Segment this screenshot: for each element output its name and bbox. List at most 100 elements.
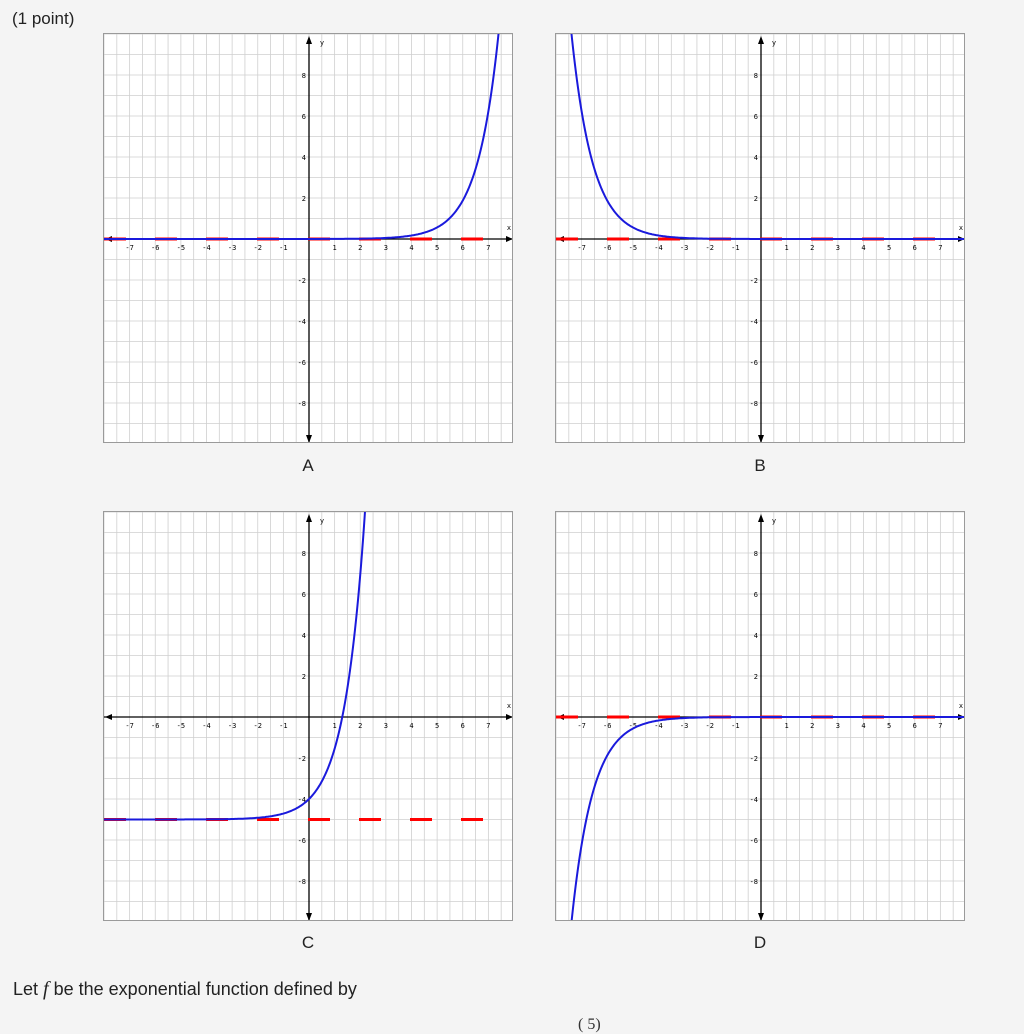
graph-a[interactable]: -7 -6 -5 -4 -3 -2 -1 1 2 3 4 5 6 7 8 6 4 2 -2 -4 -6 -8 x y xyxy=(103,33,513,443)
x-tick-label: -6 xyxy=(151,722,159,730)
y-tick-label: -8 xyxy=(750,400,758,408)
x-tick-label: 4 xyxy=(409,244,413,252)
x-tick-label: 3 xyxy=(384,722,388,730)
x-axis-name: x xyxy=(959,702,963,710)
y-tick-label: -8 xyxy=(750,878,758,886)
y-tick-label: 6 xyxy=(302,591,306,599)
x-tick-label: 2 xyxy=(810,244,814,252)
x-axis-name: x xyxy=(507,702,511,710)
y-tick-label: 6 xyxy=(754,113,758,121)
y-tick-label: 8 xyxy=(302,550,306,558)
y-axis-name: y xyxy=(772,39,776,47)
x-tick-label: -3 xyxy=(680,722,688,730)
x-tick-label: -6 xyxy=(603,722,611,730)
y-axis-arrow-down xyxy=(758,913,764,920)
x-tick-label: 5 xyxy=(887,722,891,730)
x-tick-label: 2 xyxy=(358,244,362,252)
y-tick-label: 8 xyxy=(754,550,758,558)
x-tick-label: 4 xyxy=(861,722,865,730)
x-tick-label: 6 xyxy=(461,244,465,252)
y-axis-arrow-down xyxy=(306,913,312,920)
y-tick-label: -6 xyxy=(750,837,758,845)
graph-c-label: C xyxy=(301,933,315,952)
graph-d[interactable]: -7 -6 -5 -4 -3 -2 -1 1 2 3 4 5 6 7 8 6 4 2 -2 -4 -6 -8 x y xyxy=(555,511,965,921)
y-axis-name: y xyxy=(320,39,324,47)
x-tick-label: -6 xyxy=(603,244,611,252)
x-tick-label: -7 xyxy=(577,722,585,730)
y-tick-label: 2 xyxy=(754,673,758,681)
x-tick-label: 4 xyxy=(409,722,413,730)
x-tick-label: -2 xyxy=(254,722,262,730)
graph-a-label: A xyxy=(302,456,314,475)
function-variable: f xyxy=(43,978,49,1000)
y-tick-label: -8 xyxy=(298,400,306,408)
x-tick-label: -1 xyxy=(279,244,287,252)
y-axis-name: y xyxy=(320,517,324,525)
x-tick-label: 3 xyxy=(836,244,840,252)
x-tick-label: -5 xyxy=(629,722,637,730)
function-curve xyxy=(104,34,500,240)
y-tick-label: -6 xyxy=(298,837,306,845)
x-tick-label: 7 xyxy=(938,244,942,252)
x-tick-label: 4 xyxy=(861,244,865,252)
y-tick-label: 4 xyxy=(302,632,306,640)
y-axis-arrow-up xyxy=(306,514,312,522)
x-tick-label: -5 xyxy=(177,722,185,730)
x-tick-label: 2 xyxy=(810,722,814,730)
x-tick-label: 6 xyxy=(913,722,917,730)
y-axis-arrow-down xyxy=(758,435,764,442)
x-tick-label: -7 xyxy=(125,244,133,252)
y-tick-label: -2 xyxy=(298,277,306,285)
y-tick-label: 2 xyxy=(302,673,306,681)
x-tick-label: 2 xyxy=(358,722,362,730)
y-tick-label: -8 xyxy=(298,878,306,886)
function-curve xyxy=(570,34,964,240)
x-tick-label: 1 xyxy=(785,244,789,252)
function-curve xyxy=(104,512,366,821)
graph-c[interactable]: -7 -6 -5 -4 -3 -2 -1 1 2 3 4 5 6 7 8 6 4 2 -2 -4 -6 -8 x y xyxy=(103,511,513,921)
y-axis-arrow-up xyxy=(306,36,312,44)
graph-c-svg: -7 -6 -5 -4 -3 -2 -1 1 2 3 4 5 6 7 8 6 4 2 -2 -4 -6 -8 x y xyxy=(104,512,512,920)
x-tick-label: 6 xyxy=(461,722,465,730)
points-label: (1 point) xyxy=(12,9,75,28)
x-tick-label: -1 xyxy=(279,722,287,730)
graph-b[interactable]: -7 -6 -5 -4 -3 -2 -1 1 2 3 4 5 6 7 8 6 4 2 -2 -4 -6 -8 x y xyxy=(555,33,965,443)
y-axis-arrow-up xyxy=(758,36,764,44)
x-tick-label: -1 xyxy=(731,722,739,730)
x-tick-label: -4 xyxy=(202,722,210,730)
x-tick-label: -2 xyxy=(706,722,714,730)
y-tick-label: 8 xyxy=(302,72,306,80)
graph-b-svg: -7 -6 -5 -4 -3 -2 -1 1 2 3 4 5 6 7 8 6 4 2 -2 -4 -6 -8 x y xyxy=(556,34,964,442)
y-tick-label: -2 xyxy=(298,755,306,763)
question-text: Let f be the exponential function define… xyxy=(13,978,357,1001)
graph-a-svg: -7 -6 -5 -4 -3 -2 -1 1 2 3 4 5 6 7 8 6 4 2 -2 -4 -6 -8 x y xyxy=(104,34,512,442)
graph-d-svg: -7 -6 -5 -4 -3 -2 -1 1 2 3 4 5 6 7 8 6 4 2 -2 -4 -6 -8 x y xyxy=(556,512,964,920)
y-tick-label: 2 xyxy=(302,195,306,203)
graph-d-label: D xyxy=(753,933,767,952)
x-tick-label: 5 xyxy=(887,244,891,252)
x-tick-label: 5 xyxy=(435,722,439,730)
y-tick-label: 4 xyxy=(754,154,758,162)
y-tick-label: 4 xyxy=(302,154,306,162)
x-tick-label: -4 xyxy=(202,244,210,252)
y-tick-label: -4 xyxy=(750,318,758,326)
x-tick-label: -5 xyxy=(629,244,637,252)
x-tick-label: -2 xyxy=(706,244,714,252)
formula-fragment: ( 5) xyxy=(578,1016,601,1033)
x-tick-label: 7 xyxy=(938,722,942,730)
x-tick-label: -7 xyxy=(577,244,585,252)
x-axis-name: x xyxy=(507,224,511,232)
x-tick-label: 6 xyxy=(913,244,917,252)
y-tick-label: -4 xyxy=(298,796,306,804)
x-tick-label: -4 xyxy=(654,722,662,730)
x-tick-label: -6 xyxy=(151,244,159,252)
x-axis-name: x xyxy=(959,224,963,232)
x-tick-label: -3 xyxy=(228,722,236,730)
x-tick-label: 7 xyxy=(486,244,490,252)
x-tick-label: 3 xyxy=(384,244,388,252)
function-curve xyxy=(570,716,964,920)
y-tick-label: 6 xyxy=(302,113,306,121)
x-axis-arrow-right xyxy=(506,714,512,720)
x-tick-label: 1 xyxy=(785,722,789,730)
x-tick-label: 3 xyxy=(836,722,840,730)
